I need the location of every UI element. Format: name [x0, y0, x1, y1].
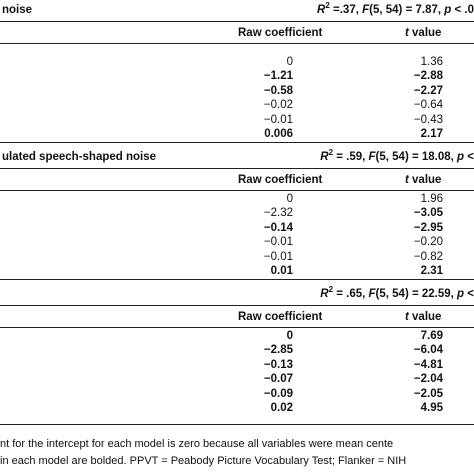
- coefficient: 0: [286, 193, 293, 205]
- t-value: −0.43: [413, 113, 443, 126]
- t-value: 2.31: [420, 265, 443, 277]
- coefficient: −0.13: [263, 358, 293, 371]
- coefficient: −0.07: [263, 373, 293, 386]
- coefficient: 0: [286, 56, 293, 68]
- t-value: −3.05: [413, 207, 443, 220]
- fit-part: R: [320, 288, 329, 300]
- rule: [0, 190, 474, 191]
- t-value: −2.05: [413, 387, 443, 400]
- t-value: −2.04: [413, 373, 443, 386]
- fit-part: p: [444, 4, 452, 16]
- footnote: in each model are bolded. PPVT = Peabody…: [0, 455, 407, 467]
- col-header-rest: value: [408, 311, 442, 323]
- rule: [0, 305, 474, 306]
- coefficient: −0.01: [263, 236, 293, 249]
- t-value: −6.04: [413, 344, 443, 357]
- fit-part: = .65,: [333, 288, 369, 300]
- fit-part: R: [317, 4, 326, 16]
- fit-part: =.37,: [329, 4, 363, 16]
- t-value: −2.95: [413, 221, 443, 234]
- coefficient: −0.09: [263, 387, 293, 400]
- t-value: −0.64: [413, 99, 443, 112]
- t-value: −2.27: [413, 84, 443, 97]
- t-value: 1.96: [420, 193, 443, 205]
- coefficient: 0.006: [264, 128, 293, 140]
- rule: [0, 327, 474, 328]
- fit-part: F: [368, 288, 376, 300]
- coefficient: −0.01: [263, 113, 293, 126]
- col-header: t value: [405, 173, 441, 187]
- t-value: 2.17: [420, 128, 443, 140]
- col-header: t value: [405, 26, 441, 40]
- fit-part: <: [464, 288, 474, 300]
- section-title: ulated speech-shaped noise: [2, 151, 157, 163]
- fit-part: p: [457, 151, 465, 163]
- fit-part: R: [320, 151, 329, 163]
- t-value: 4.95: [420, 402, 443, 414]
- rule: [0, 21, 474, 22]
- t-value: 1.36: [420, 56, 443, 68]
- fit-part: 2: [328, 148, 334, 158]
- footnote: nt for the intercept for each model is z…: [0, 438, 394, 450]
- col-header: Raw coefficient: [238, 27, 323, 39]
- fit-part: 2: [328, 285, 334, 295]
- fit-part: < .0: [451, 4, 474, 16]
- t-value: −2.88: [413, 70, 443, 83]
- model-fit: R2 = .65, F(5, 54) = 22.59, p <: [320, 285, 474, 301]
- fit-part: F: [368, 151, 376, 163]
- rule: [0, 142, 474, 143]
- coefficient: −0.02: [263, 99, 293, 112]
- fit-part: 2: [325, 1, 330, 11]
- t-value: −4.81: [413, 358, 443, 371]
- fit-part: = .59,: [333, 151, 369, 163]
- t-value: 7.69: [420, 330, 443, 342]
- col-header-stat: t: [405, 27, 409, 39]
- rule: [0, 279, 474, 280]
- rule: [0, 424, 474, 425]
- rule: [0, 43, 474, 44]
- coefficient: 0.02: [270, 402, 293, 414]
- coefficient: 0.01: [270, 265, 293, 277]
- col-header-stat: t: [405, 311, 409, 323]
- coefficient: −2.85: [263, 344, 293, 357]
- fit-part: (5, 54) = 22.59,: [375, 288, 458, 300]
- fit-part: (5, 54) = 18.08,: [375, 151, 458, 163]
- fit-part: p: [457, 288, 465, 300]
- coefficient: −0.58: [263, 84, 293, 97]
- model-fit: R2 = .59, F(5, 54) = 18.08, p <: [320, 148, 474, 164]
- rule: [0, 168, 474, 169]
- section-title: noise: [2, 4, 33, 16]
- fit-part: F: [362, 4, 370, 16]
- col-header-rest: value: [408, 27, 442, 39]
- col-header: Raw coefficient: [238, 311, 323, 323]
- t-value: −0.20: [413, 236, 443, 249]
- coefficient: −1.21: [263, 70, 293, 83]
- t-value: −0.82: [413, 250, 443, 263]
- col-header: Raw coefficient: [238, 174, 323, 186]
- fit-part: <: [464, 151, 474, 163]
- coefficient: −0.14: [263, 221, 293, 234]
- fit-part: (5, 54) = 7.87,: [369, 4, 445, 16]
- col-header-rest: value: [408, 174, 442, 186]
- coefficient: −0.01: [263, 250, 293, 263]
- model-fit: R2 =.37, F(5, 54) = 7.87, p < .0: [317, 1, 474, 17]
- coefficient: 0: [286, 330, 293, 342]
- col-header-stat: t: [405, 174, 409, 186]
- col-header: t value: [405, 310, 441, 324]
- coefficient: −2.32: [263, 207, 293, 220]
